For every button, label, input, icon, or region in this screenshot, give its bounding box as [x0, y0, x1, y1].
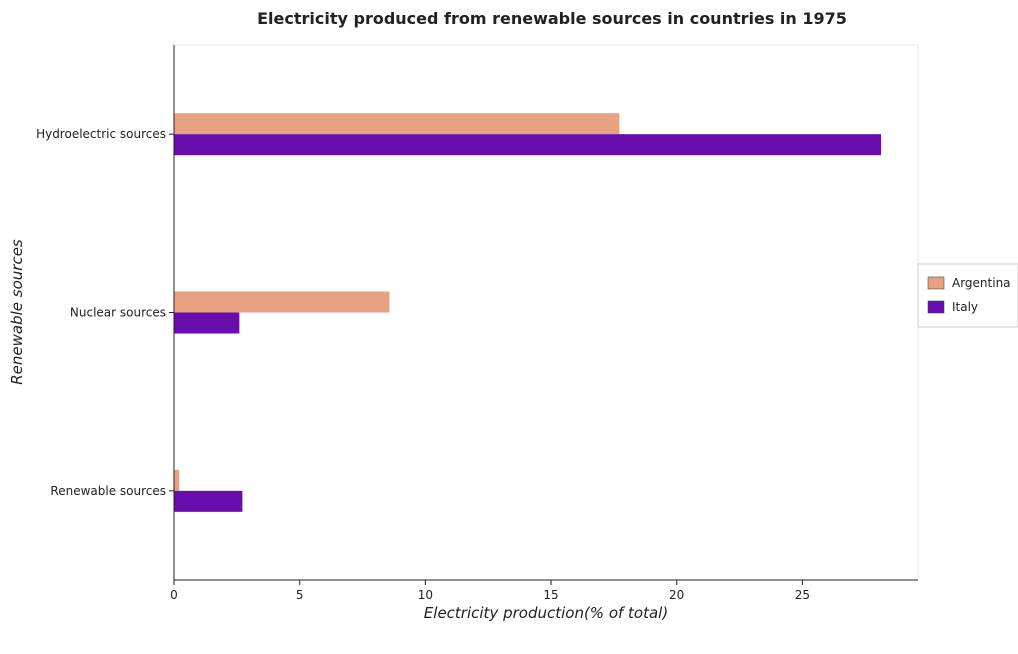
bar-italy-2 — [174, 490, 243, 512]
legend-swatch-argentina — [927, 276, 945, 290]
x-tick-label: 5 — [296, 588, 304, 602]
bars-layer — [174, 113, 882, 512]
x-tick-label: 15 — [543, 588, 558, 602]
legend-box — [917, 263, 1018, 328]
x-tick-label: 10 — [418, 588, 433, 602]
legend-label-italy: Italy — [952, 300, 978, 314]
y-tick-label: Renewable sources — [50, 484, 166, 498]
bar-argentina-0 — [174, 113, 620, 135]
legend: Argentina Italy — [917, 263, 1018, 328]
y-axis-title: Renewable sources — [8, 239, 26, 385]
y-tick-label: Nuclear sources — [70, 306, 166, 320]
chart-title: Electricity produced from renewable sour… — [257, 9, 847, 28]
x-tick-label: 0 — [170, 588, 178, 602]
x-ticks: 0 5 10 15 20 25 — [170, 580, 810, 602]
legend-swatch-italy — [927, 300, 945, 314]
y-tick-label: Hydroelectric sources — [36, 127, 166, 141]
x-axis-title: Electricity production(% of total) — [424, 604, 668, 622]
legend-label-argentina: Argentina — [952, 276, 1011, 290]
x-tick-label: 25 — [795, 588, 810, 602]
bar-italy-1 — [174, 312, 240, 334]
bar-argentina-1 — [174, 291, 390, 313]
bar-italy-0 — [174, 134, 882, 156]
bar-argentina-2 — [174, 469, 180, 491]
y-ticks: Hydroelectric sources Nuclear sources Rene… — [36, 127, 174, 498]
x-tick-label: 20 — [669, 588, 684, 602]
